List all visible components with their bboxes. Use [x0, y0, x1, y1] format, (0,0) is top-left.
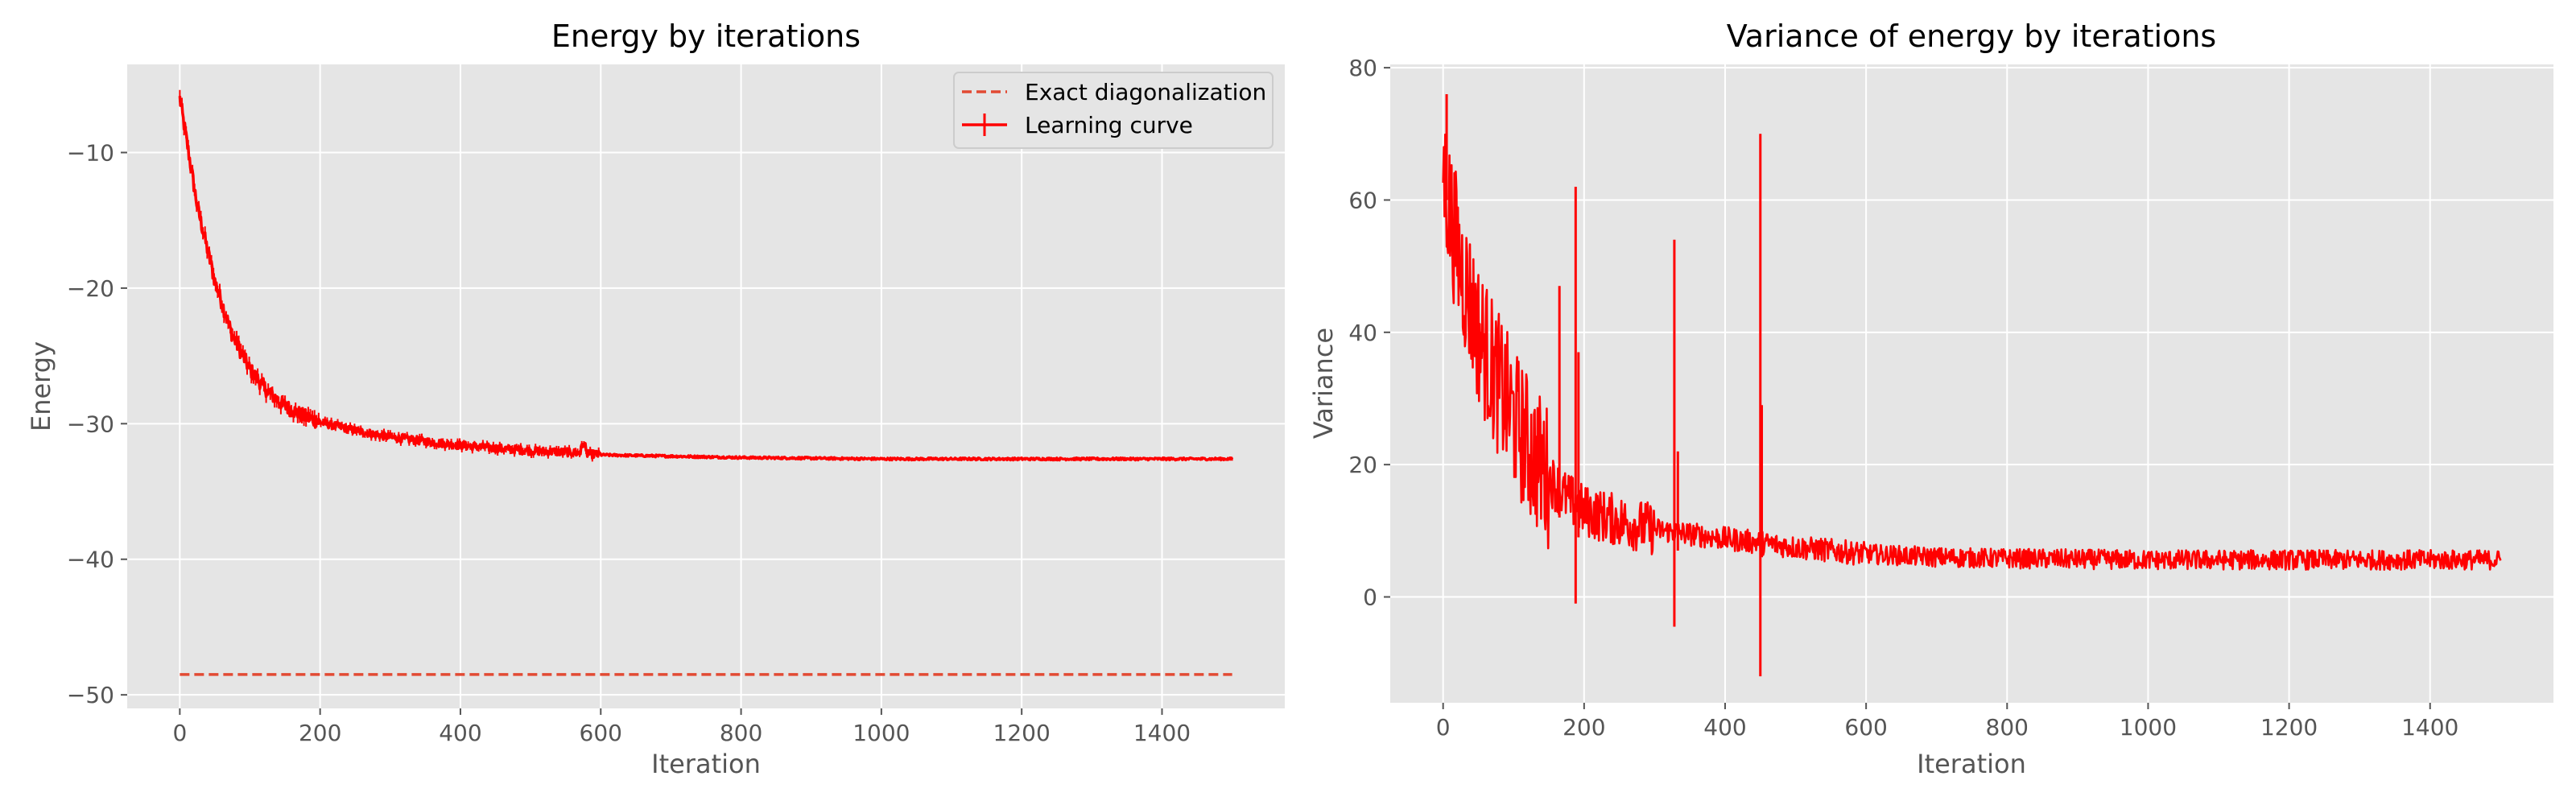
y-tick-label: 60 [1348, 187, 1377, 213]
x-tick-label: 600 [1844, 714, 1887, 741]
variance-chart-title: Variance of energy by iterations [1727, 19, 2216, 54]
energy-legend: Exact diagonalization Learning curve [953, 72, 1274, 149]
y-tick-label: 80 [1348, 55, 1377, 81]
y-tick-label: −40 [67, 547, 114, 573]
energy-x-axis-label: Iteration [651, 749, 761, 779]
x-tick-label: 200 [1563, 714, 1605, 741]
y-tick-label: −30 [67, 411, 114, 437]
y-tick-label: −50 [67, 682, 114, 708]
x-tick-label: 1400 [1133, 720, 1191, 746]
x-tick-label: 1400 [2401, 714, 2458, 741]
legend-box [953, 72, 1274, 149]
variance-data [1442, 93, 2502, 677]
variance-x-axis-label: Iteration [1917, 749, 2026, 779]
y-tick-label: 20 [1348, 452, 1377, 478]
energy-y-axis-label: Energy [26, 341, 56, 431]
variance-plot-area [1390, 64, 2553, 703]
variance-ticks: 0 200 400 600 800 1000 1200 1400 0 20 40 60 80 [1348, 55, 2458, 741]
y-tick-label: −20 [67, 275, 114, 302]
x-tick-label: 200 [299, 720, 341, 746]
legend-exact-diagonalization-label: Exact diagonalization [1025, 79, 1266, 105]
x-tick-label: 1000 [2120, 714, 2177, 741]
x-tick-label: 400 [1703, 714, 1746, 741]
learning-curve-errorbars [179, 89, 1233, 462]
energy-chart: 0 200 400 600 800 1000 1200 1400 −50 −40 −30 −20 −10… [26, 19, 1285, 779]
y-tick-label: 0 [1363, 584, 1377, 611]
x-tick-label: 1000 [852, 720, 910, 746]
x-tick-label: 1200 [2260, 714, 2318, 741]
legend-learning-curve-label: Learning curve [1025, 112, 1193, 138]
x-tick-label: 800 [1986, 714, 2029, 741]
variance-y-axis-label: Variance [1308, 328, 1339, 439]
x-tick-label: 0 [172, 720, 187, 746]
energy-ticks: 0 200 400 600 800 1000 1200 1400 −50 −40 −30 −20 −10 [67, 139, 1191, 746]
energy-plot-area [127, 64, 1285, 708]
variance-series-line [1442, 133, 2502, 572]
x-tick-label: 1200 [993, 720, 1051, 746]
variance-grid [1390, 64, 2553, 703]
x-tick-label: 800 [720, 720, 762, 746]
x-tick-label: 600 [580, 720, 622, 746]
y-tick-label: 40 [1348, 320, 1377, 346]
energy-grid [127, 64, 1285, 708]
variance-chart: 0 200 400 600 800 1000 1200 1400 0 20 40 60 80 Varia… [1308, 19, 2553, 779]
x-tick-label: 400 [439, 720, 481, 746]
energy-data [178, 89, 1234, 676]
y-tick-label: −10 [67, 139, 114, 166]
energy-chart-title: Energy by iterations [551, 19, 861, 54]
x-tick-label: 0 [1436, 714, 1451, 741]
